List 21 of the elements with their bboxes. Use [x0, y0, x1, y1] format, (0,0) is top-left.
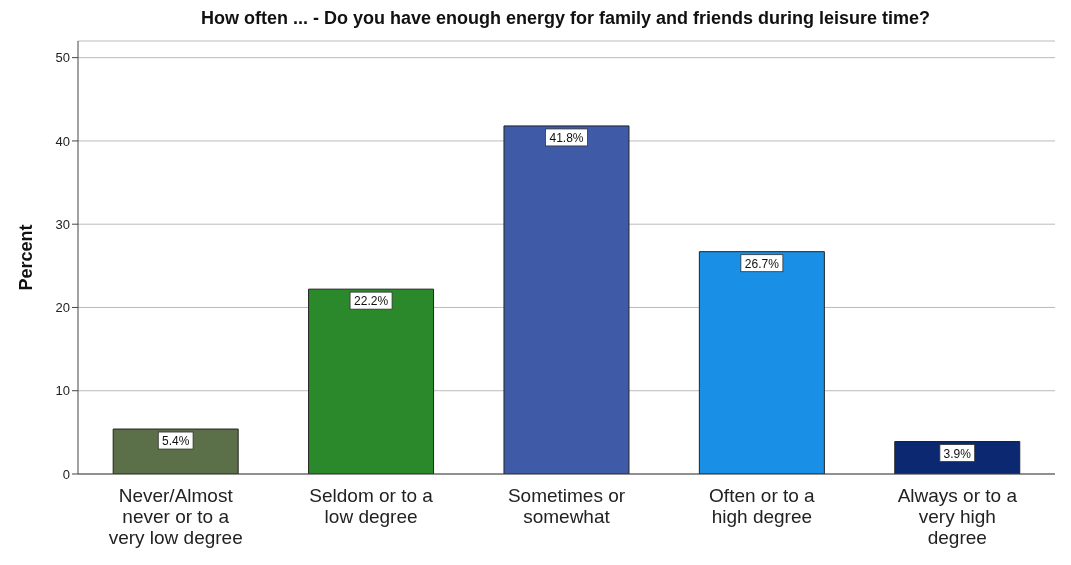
data-label: 3.9%: [943, 446, 972, 461]
data-label: 41.8%: [549, 130, 584, 145]
x-tick-label: Never/Almost never or to a very low degree: [108, 485, 243, 548]
y-tick-label: 10: [55, 383, 70, 399]
x-tick-label: Seldom or to a low degree: [309, 485, 434, 527]
y-tick-label: 30: [55, 216, 70, 232]
y-tick-label: 0: [62, 466, 70, 482]
y-tick-label: 40: [55, 133, 70, 149]
x-tick-label: Often or to a high degree: [709, 485, 816, 527]
bar: [308, 288, 435, 474]
bar: [503, 125, 630, 474]
y-tick-label: 50: [55, 50, 70, 66]
x-tick-label: Sometimes or somewhat: [507, 485, 626, 527]
data-label: 26.7%: [744, 256, 780, 271]
y-tick-label: 20: [55, 300, 70, 316]
y-axis-title: Percent: [16, 224, 37, 291]
x-tick-label: Always or to a very high degree: [897, 485, 1018, 548]
chart-title: How often ... - Do you have enough energy for family and friends during leisure time?: [199, 8, 932, 29]
data-label: 22.2%: [354, 294, 389, 309]
bar: [698, 251, 825, 474]
data-label: 5.4%: [161, 434, 190, 449]
